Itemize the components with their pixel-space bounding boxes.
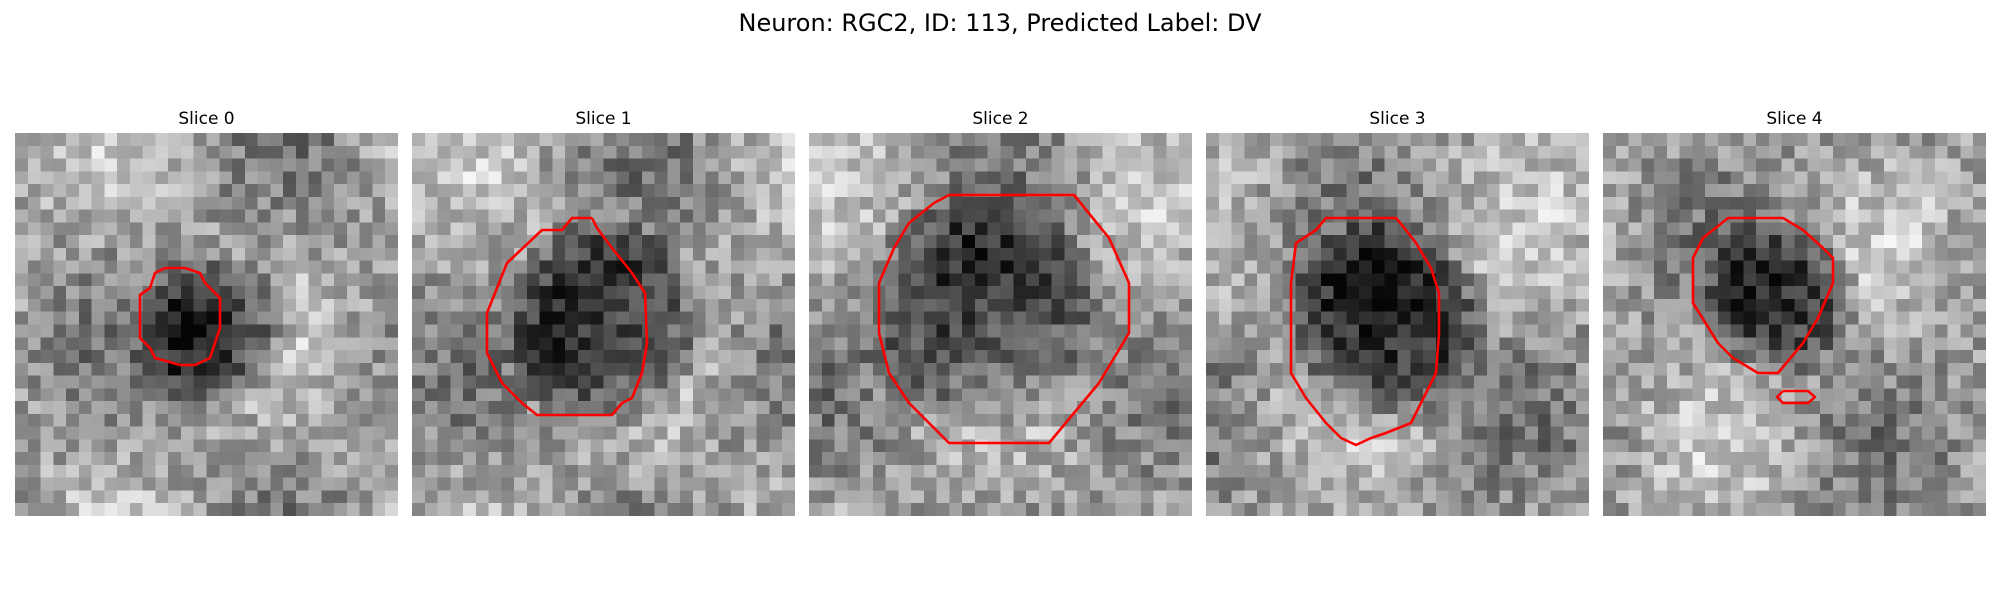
grayscale-microscopy-image	[15, 133, 398, 516]
segmentation-contour	[138, 266, 222, 367]
slice-title: Slice 3	[1369, 109, 1426, 129]
slice-title: Slice 2	[972, 109, 1029, 129]
slice-title: Slice 4	[1766, 109, 1823, 129]
segmentation-contour	[877, 193, 1131, 445]
slice-panel-3: Slice 3	[1206, 108, 1589, 516]
segmentation-contour	[1289, 216, 1441, 447]
slice-panel-1: Slice 1	[412, 108, 795, 516]
slice-panel-2: Slice 2	[809, 108, 1192, 516]
slice-image	[412, 133, 795, 516]
slice-panel-0: Slice 0	[15, 108, 398, 516]
segmentation-contour	[485, 216, 649, 417]
figure-title: Neuron: RGC2, ID: 113, Predicted Label: …	[738, 9, 1262, 37]
grayscale-microscopy-image	[1206, 133, 1589, 516]
slice-image	[15, 133, 398, 516]
segmentation-contour	[1691, 216, 1835, 405]
slice-title: Slice 1	[575, 109, 632, 129]
grayscale-microscopy-image	[412, 133, 795, 516]
slice-image	[1603, 133, 1986, 516]
slice-image	[809, 133, 1192, 516]
slice-image	[1206, 133, 1589, 516]
slice-panel-4: Slice 4	[1603, 108, 1986, 516]
slice-title: Slice 0	[178, 109, 235, 129]
grayscale-microscopy-image	[1603, 133, 1986, 516]
